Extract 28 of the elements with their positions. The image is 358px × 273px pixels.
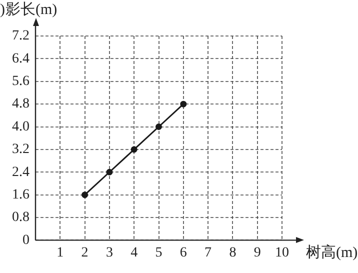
x-tick-label: 10 (275, 245, 289, 260)
y-tick-label: 5.6 (12, 74, 30, 90)
y-tick-label: 0 (22, 232, 30, 248)
x-tick-label: 9 (254, 245, 261, 260)
point (106, 168, 113, 176)
y-tick-label: 6.4 (12, 51, 30, 66)
x-tick-label: 3 (106, 245, 113, 260)
x-tick-label: 5 (155, 245, 162, 260)
x-tick-label: 1 (56, 245, 64, 260)
point (156, 124, 162, 130)
y-tick-label: 2.4 (12, 164, 30, 180)
y-tick-label: 4.0 (12, 119, 30, 134)
y-tick-label: 7.2 (12, 28, 30, 44)
x-tick-label: 4 (130, 245, 138, 260)
text: ) (0, 2, 5, 18)
x-tick-label: 7 (204, 245, 212, 260)
y-tick-label: 3.2 (12, 142, 30, 158)
y-tick-label: 1.6 (12, 187, 30, 202)
point (180, 100, 187, 108)
point (82, 192, 88, 198)
y-axis-title: 影长(m) (6, 0, 58, 18)
x-axis-title: 树高(m) (306, 244, 358, 262)
y-tick-label: 0.8 (12, 210, 30, 226)
x-tick-label: 6 (180, 245, 187, 260)
point (130, 146, 138, 153)
x-tick-label: 8 (229, 245, 236, 260)
y-tick-label: 4.8 (12, 96, 30, 112)
x-tick-label: 2 (81, 245, 88, 260)
